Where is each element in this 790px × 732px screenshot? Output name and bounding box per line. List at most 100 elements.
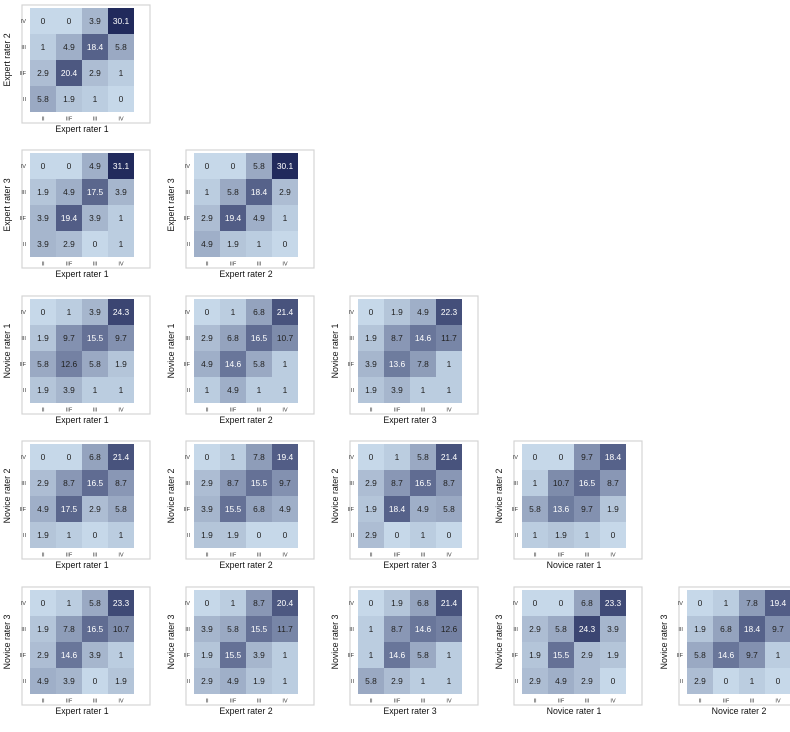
cell-value-label: 18.4 [87, 42, 104, 52]
y-tick-label: IV [185, 310, 191, 316]
cell-value-label: 2.9 [89, 68, 101, 78]
heatmap-cell [436, 642, 462, 668]
cell-value-label: 0 [205, 452, 210, 462]
heatmap-cell [30, 205, 56, 231]
heatmap-cell [30, 60, 56, 86]
x-axis-title: Novice rater 1 [547, 560, 602, 570]
cell-value-label: 1 [421, 530, 426, 540]
cell-value-label: 3.9 [115, 187, 127, 197]
cell-value-label: 0 [369, 307, 374, 317]
cell-value-label: 0 [611, 676, 616, 686]
cell-value-label: 0 [776, 676, 781, 686]
cell-value-label: 1 [533, 478, 538, 488]
cell-value-label: 5.8 [253, 161, 265, 171]
x-tick-label: IIF [66, 553, 73, 559]
cell-value-label: 1 [67, 530, 72, 540]
y-tick-label: II [187, 388, 191, 394]
cell-value-label: 1 [67, 598, 72, 608]
x-tick-label: IIF [394, 699, 401, 705]
heatmap-cell [436, 616, 462, 642]
cell-value-label: 19.4 [770, 598, 787, 608]
heatmap-cell [30, 8, 56, 34]
cell-value-label: 2.9 [37, 650, 49, 660]
heatmap-cell [436, 496, 462, 522]
cell-value-label: 9.7 [115, 333, 127, 343]
cell-value-label: 16.5 [87, 624, 104, 634]
cell-value-label: 2.9 [37, 68, 49, 78]
y-axis-title: Novice rater 2 [494, 469, 504, 524]
heatmap-cell [272, 496, 298, 522]
cell-value-label: 9.7 [63, 333, 75, 343]
y-axis-title: Novice rater 3 [166, 615, 176, 670]
cell-value-label: 4.9 [201, 239, 213, 249]
heatmap-cell [358, 642, 384, 668]
heatmap-cell [272, 325, 298, 351]
heatmap-cell [82, 470, 108, 496]
heatmap-cell [56, 179, 82, 205]
cell-value-label: 15.5 [251, 624, 268, 634]
heatmap-cell [687, 642, 713, 668]
heatmap-panel: 0 0 5.8 30.1 1 5.8 18.4 2.9 2.9 19.4 4.9 1 4.9 1.9 1 0 I… [166, 149, 315, 279]
x-tick-label: III [585, 699, 590, 705]
y-tick-label: III [349, 481, 354, 487]
cell-value-label: 1.9 [555, 530, 567, 540]
x-axis-title: Expert rater 3 [383, 706, 436, 716]
x-tick-label: II [369, 553, 373, 559]
heatmap-cell [194, 299, 220, 325]
heatmap-cell [522, 590, 548, 616]
heatmap-cell [82, 668, 108, 694]
cell-value-label: 8.7 [607, 478, 619, 488]
y-tick-label: II [187, 242, 191, 248]
heatmap-cell [56, 231, 82, 257]
heatmap-cell [108, 522, 134, 548]
x-tick-label: IV [118, 262, 124, 268]
heatmap-cell [82, 86, 108, 112]
heatmap-cell [522, 444, 548, 470]
cell-value-label: 0 [559, 598, 564, 608]
heatmap-cell [82, 351, 108, 377]
heatmap-cell [358, 325, 384, 351]
cell-value-label: 14.6 [225, 359, 242, 369]
x-axis-title: Expert rater 1 [55, 415, 108, 425]
cell-value-label: 5.8 [694, 650, 706, 660]
cell-value-label: 20.4 [61, 68, 78, 78]
cell-value-label: 1 [67, 307, 72, 317]
cell-value-label: 1.9 [391, 598, 403, 608]
x-tick-label: IIF [66, 262, 73, 268]
x-axis-title: Expert rater 1 [55, 269, 108, 279]
cell-value-label: 3.9 [89, 307, 101, 317]
cell-value-label: 1 [283, 650, 288, 660]
cell-value-label: 3.9 [63, 676, 75, 686]
heatmap-cell [384, 668, 410, 694]
cell-value-label: 1 [750, 676, 755, 686]
y-tick-label: IIF [347, 653, 354, 659]
x-tick-label: III [93, 699, 98, 705]
heatmap-cell [272, 590, 298, 616]
heatmap-cell [56, 470, 82, 496]
heatmap-cell [246, 153, 272, 179]
heatmap-cell [765, 668, 790, 694]
heatmap-cell [739, 642, 765, 668]
cell-value-label: 3.9 [253, 650, 265, 660]
heatmap-cell [384, 444, 410, 470]
heatmap-cell [384, 377, 410, 403]
cell-value-label: 1 [421, 676, 426, 686]
heatmap-cell [220, 616, 246, 642]
x-tick-label: IIF [558, 553, 565, 559]
y-axis-title: Novice rater 3 [494, 615, 504, 670]
cell-value-label: 15.5 [225, 650, 242, 660]
cell-value-label: 31.1 [113, 161, 130, 171]
heatmap-cell [600, 470, 626, 496]
y-tick-label: II [23, 242, 27, 248]
heatmap-cell [548, 616, 574, 642]
heatmap-cell [272, 616, 298, 642]
y-tick-label: IV [21, 601, 27, 607]
cell-value-label: 0 [93, 239, 98, 249]
cell-value-label: 1 [205, 187, 210, 197]
heatmap-cell [246, 205, 272, 231]
y-tick-label: IV [185, 601, 191, 607]
cell-value-label: 5.8 [89, 359, 101, 369]
y-tick-label: III [349, 336, 354, 342]
heatmap-cell [82, 642, 108, 668]
x-tick-label: II [698, 699, 702, 705]
